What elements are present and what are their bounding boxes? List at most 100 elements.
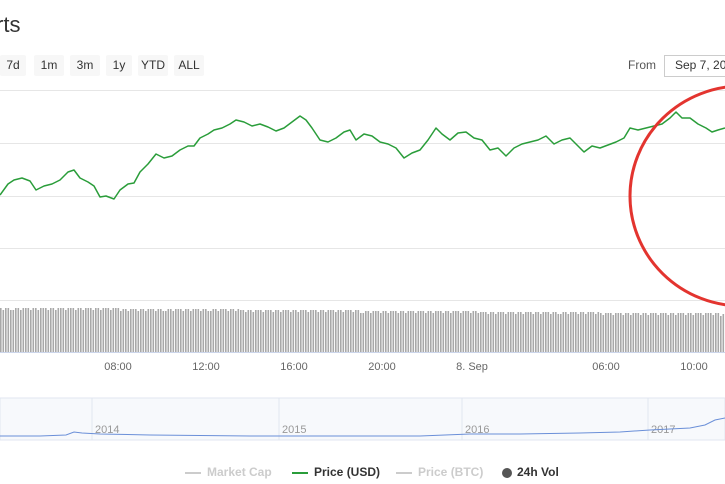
volume-bar	[12, 310, 15, 352]
volume-bar	[465, 311, 467, 352]
volume-bar	[120, 311, 122, 352]
range-button-label[interactable]: 1m	[41, 58, 58, 72]
volume-bar	[522, 314, 525, 352]
legend-item[interactable]: Price (BTC)	[418, 465, 483, 479]
volume-bar	[155, 311, 157, 352]
volume-bar	[395, 311, 397, 352]
volume-bar	[190, 311, 192, 352]
volume-bar	[707, 313, 710, 352]
navigator[interactable]	[0, 397, 725, 441]
volume-bar	[627, 313, 630, 352]
navigator-labels: 2014 2015 2016 2017	[91, 398, 675, 440]
volume-bar	[257, 310, 260, 352]
volume-bar	[217, 311, 220, 352]
volume-bar	[0, 308, 2, 352]
volume-bar	[267, 310, 270, 352]
volume-bar	[145, 311, 147, 352]
range-button[interactable]	[34, 55, 64, 76]
volume-bar	[110, 310, 112, 352]
volume-bar	[505, 314, 507, 352]
range-button-label[interactable]: ALL	[178, 58, 200, 72]
volume-bar	[262, 312, 265, 352]
page-title: rts	[0, 12, 20, 37]
date-input[interactable]	[664, 55, 725, 77]
range-button-label[interactable]: YTD	[141, 58, 165, 72]
volume-bar	[572, 312, 575, 352]
volume-bar	[137, 311, 140, 352]
volume-bar	[325, 312, 327, 352]
legend-item[interactable]: Market Cap	[207, 465, 272, 479]
volume-bar	[175, 309, 177, 352]
volume-bar	[480, 312, 482, 352]
volume-bar	[75, 310, 77, 352]
volume-bar	[97, 308, 100, 352]
volume-bar	[310, 310, 312, 352]
volume-bar	[195, 309, 197, 352]
volume-bar	[550, 314, 552, 352]
volume-bar	[362, 313, 365, 352]
range-button[interactable]	[0, 55, 26, 76]
volume-bar	[535, 312, 537, 352]
volume-bar	[470, 313, 472, 352]
volume-bar	[192, 309, 195, 352]
volume-bar	[587, 312, 590, 352]
navigator-line	[0, 417, 725, 437]
range-button-label[interactable]: 7d	[6, 58, 19, 72]
volume-bar	[312, 310, 315, 352]
x-tick-label: 06:00	[592, 361, 620, 373]
volume-bar	[512, 312, 515, 352]
volume-bar	[410, 311, 412, 352]
volume-bar	[620, 313, 622, 352]
volume-bar	[232, 309, 235, 352]
volume-bar	[520, 312, 522, 352]
volume-bar	[280, 312, 282, 352]
volume-bar	[577, 314, 580, 352]
volume-bar	[357, 310, 360, 352]
volume-bar	[150, 309, 152, 352]
volume-bar	[200, 311, 202, 352]
navigator-label: 2015	[282, 424, 306, 436]
volume-bar	[655, 313, 657, 352]
volume-bar	[475, 311, 477, 352]
date-input-value[interactable]: Sep 7, 20	[675, 58, 725, 72]
volume-bar	[20, 310, 22, 352]
range-button-label[interactable]: 1y	[113, 58, 126, 72]
volume-bar	[435, 311, 437, 352]
volume-bar	[85, 308, 87, 352]
volume-bar	[345, 310, 347, 352]
range-button[interactable]	[174, 55, 204, 76]
volume-bar	[332, 310, 335, 352]
range-button-label[interactable]: 3m	[77, 58, 94, 72]
from-label: From	[628, 58, 656, 72]
range-button[interactable]	[70, 55, 100, 76]
volume-bar	[275, 310, 277, 352]
legend-item[interactable]: Price (USD)	[314, 465, 380, 479]
volume-bar	[487, 314, 490, 352]
range-button[interactable]	[138, 55, 168, 76]
volume-bar	[327, 310, 330, 352]
volume-bar	[715, 313, 717, 352]
legend-item[interactable]: 24h Vol	[517, 465, 559, 479]
volume-bar	[425, 313, 427, 352]
range-button[interactable]	[106, 55, 132, 76]
volume-bar	[305, 310, 307, 352]
volume-bar	[635, 313, 637, 352]
volume-bar	[187, 309, 190, 352]
volume-bar	[10, 310, 12, 352]
x-axis-labels: 08:00 12:00 16:00 20:00 8. Sep 06:00 10:00	[104, 361, 708, 373]
volume-bar	[92, 310, 95, 352]
volume-bar	[127, 311, 130, 352]
volume-bar	[515, 314, 517, 352]
volume-bar	[277, 310, 280, 352]
volume-bar	[447, 311, 450, 352]
legend-symbol[interactable]	[502, 468, 512, 478]
volume-bar	[105, 308, 107, 352]
volume-bar	[482, 312, 485, 352]
volume-bar	[240, 310, 242, 352]
volume-bar	[82, 310, 85, 352]
volume-bar	[27, 308, 30, 352]
volume-bar	[560, 314, 562, 352]
volume-bar	[582, 312, 585, 352]
volume-bar	[102, 308, 105, 352]
volume-bar	[687, 313, 690, 352]
